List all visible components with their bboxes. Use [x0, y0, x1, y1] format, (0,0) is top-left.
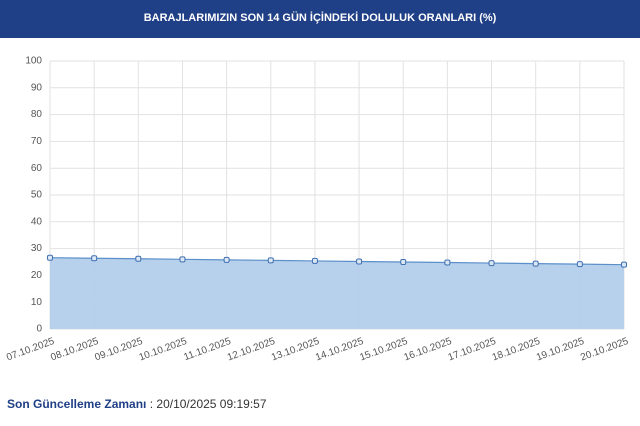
- x-tick-label: 12.10.2025: [226, 336, 277, 364]
- data-point: [488, 260, 495, 267]
- data-point: [223, 256, 230, 263]
- data-point: [179, 256, 186, 263]
- x-tick-label: 18.10.2025: [491, 336, 542, 364]
- y-tick-label: 90: [31, 82, 43, 93]
- y-tick-label: 40: [31, 216, 43, 227]
- data-point: [267, 257, 274, 264]
- area-fill: [50, 257, 624, 329]
- data-point: [311, 257, 318, 264]
- x-tick-label: 14.10.2025: [314, 336, 365, 364]
- x-tick-label: 11.10.2025: [182, 336, 233, 363]
- data-point: [444, 259, 451, 266]
- y-tick-label: 10: [31, 297, 43, 308]
- x-tick-label: 15.10.2025: [358, 336, 409, 364]
- x-tick-label: 17.10.2025: [447, 336, 498, 364]
- x-tick-label: 10.10.2025: [138, 336, 189, 364]
- y-tick-label: 100: [25, 56, 42, 67]
- x-tick-label: 20.10.2025: [579, 336, 630, 364]
- x-tick-label: 09.10.2025: [93, 336, 144, 364]
- data-point: [621, 261, 627, 268]
- y-tick-label: 60: [31, 163, 43, 174]
- x-tick-label: 13.10.2025: [270, 336, 321, 364]
- x-tick-label: 19.10.2025: [535, 336, 586, 364]
- update-info: Son Güncelleme Zamanı : 20/10/2025 09:19…: [7, 397, 267, 411]
- chart-title: BARAJLARIMIZIN SON 14 GÜN İÇİNDEKİ DOLUL…: [0, 0, 640, 38]
- data-point: [400, 259, 407, 265]
- y-tick-label: 0: [36, 324, 42, 335]
- y-tick-label: 70: [31, 136, 43, 147]
- y-tick-label: 80: [31, 109, 43, 120]
- data-point: [356, 258, 363, 265]
- separator: :: [149, 397, 154, 411]
- x-tick-label: 16.10.2025: [403, 336, 454, 364]
- x-tick-label: 07.10.2025: [5, 336, 56, 364]
- x-tick-label: 08.10.2025: [49, 336, 100, 364]
- update-time: 20/10/2025 09:19:57: [156, 397, 267, 411]
- update-label: Son Güncelleme Zamanı: [7, 397, 147, 411]
- data-point: [91, 255, 98, 262]
- data-point: [576, 261, 583, 268]
- chart: 0 10 20 30 40 50 60 70 80 90 100 07.10.202508.10.20…: [5, 56, 630, 364]
- area-line: [49, 257, 625, 266]
- data-point: [47, 254, 53, 261]
- data-point: [532, 260, 539, 267]
- data-point: [135, 255, 142, 262]
- y-tick-label: 20: [31, 270, 43, 281]
- y-tick-label: 30: [31, 243, 43, 254]
- y-tick-label: 50: [31, 190, 43, 201]
